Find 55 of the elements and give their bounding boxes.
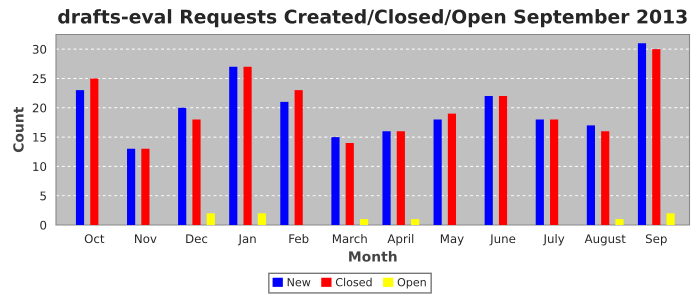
bar [206,213,215,225]
bar [638,43,646,225]
legend-label: Open [398,278,426,288]
bar [615,219,624,225]
x-tick-label: June [490,234,516,246]
bar [346,142,354,225]
bar [411,219,420,225]
bar [280,102,288,225]
bar [396,131,405,225]
bar [90,78,98,225]
bar [294,90,303,225]
y-tick-label: 20 [32,103,46,112]
x-tick-label: May [440,234,464,246]
x-tick-label: August [584,234,626,246]
bar [652,49,660,225]
bar [127,148,136,225]
bar [243,66,252,225]
bar [448,114,456,225]
y-tick-label: 25 [32,74,46,84]
bar [601,131,610,225]
bar [192,119,201,225]
chart-title: drafts-eval Requests Created/Closed/Open September 2013 [58,9,687,28]
bar [382,131,391,225]
y-tick-label: 5 [40,192,46,200]
x-tick-label: Oct [84,234,104,244]
y-axis-title: Count [13,106,24,152]
legend-label: New [288,278,310,286]
bar [498,96,508,225]
x-tick-label: Dec [186,234,208,244]
bar [141,148,150,225]
x-tick-label: Feb [289,234,308,244]
x-tick-label: Sep [646,234,667,246]
bar [484,96,493,225]
x-tick-label: March [332,234,367,244]
bar [536,119,544,225]
y-tick-label: 0 [40,220,46,230]
y-tick-label: 15 [33,132,46,142]
bar [76,90,84,225]
bar [331,137,340,225]
x-tick-label: July [542,234,564,246]
x-tick-label: Nov [135,234,157,244]
bar [666,213,675,225]
bar [258,213,266,225]
y-tick-label: 30 [32,44,46,54]
x-tick-label: Jan [238,234,256,246]
bar [434,119,442,225]
legend-label: Closed [336,278,372,286]
x-axis-title: Month [349,251,397,262]
bar [229,66,238,225]
bar [550,119,558,225]
bar [178,108,186,225]
x-tick-label: April [387,234,414,246]
bar [586,125,595,225]
bar [360,219,368,225]
y-tick-label: 10 [33,162,46,172]
